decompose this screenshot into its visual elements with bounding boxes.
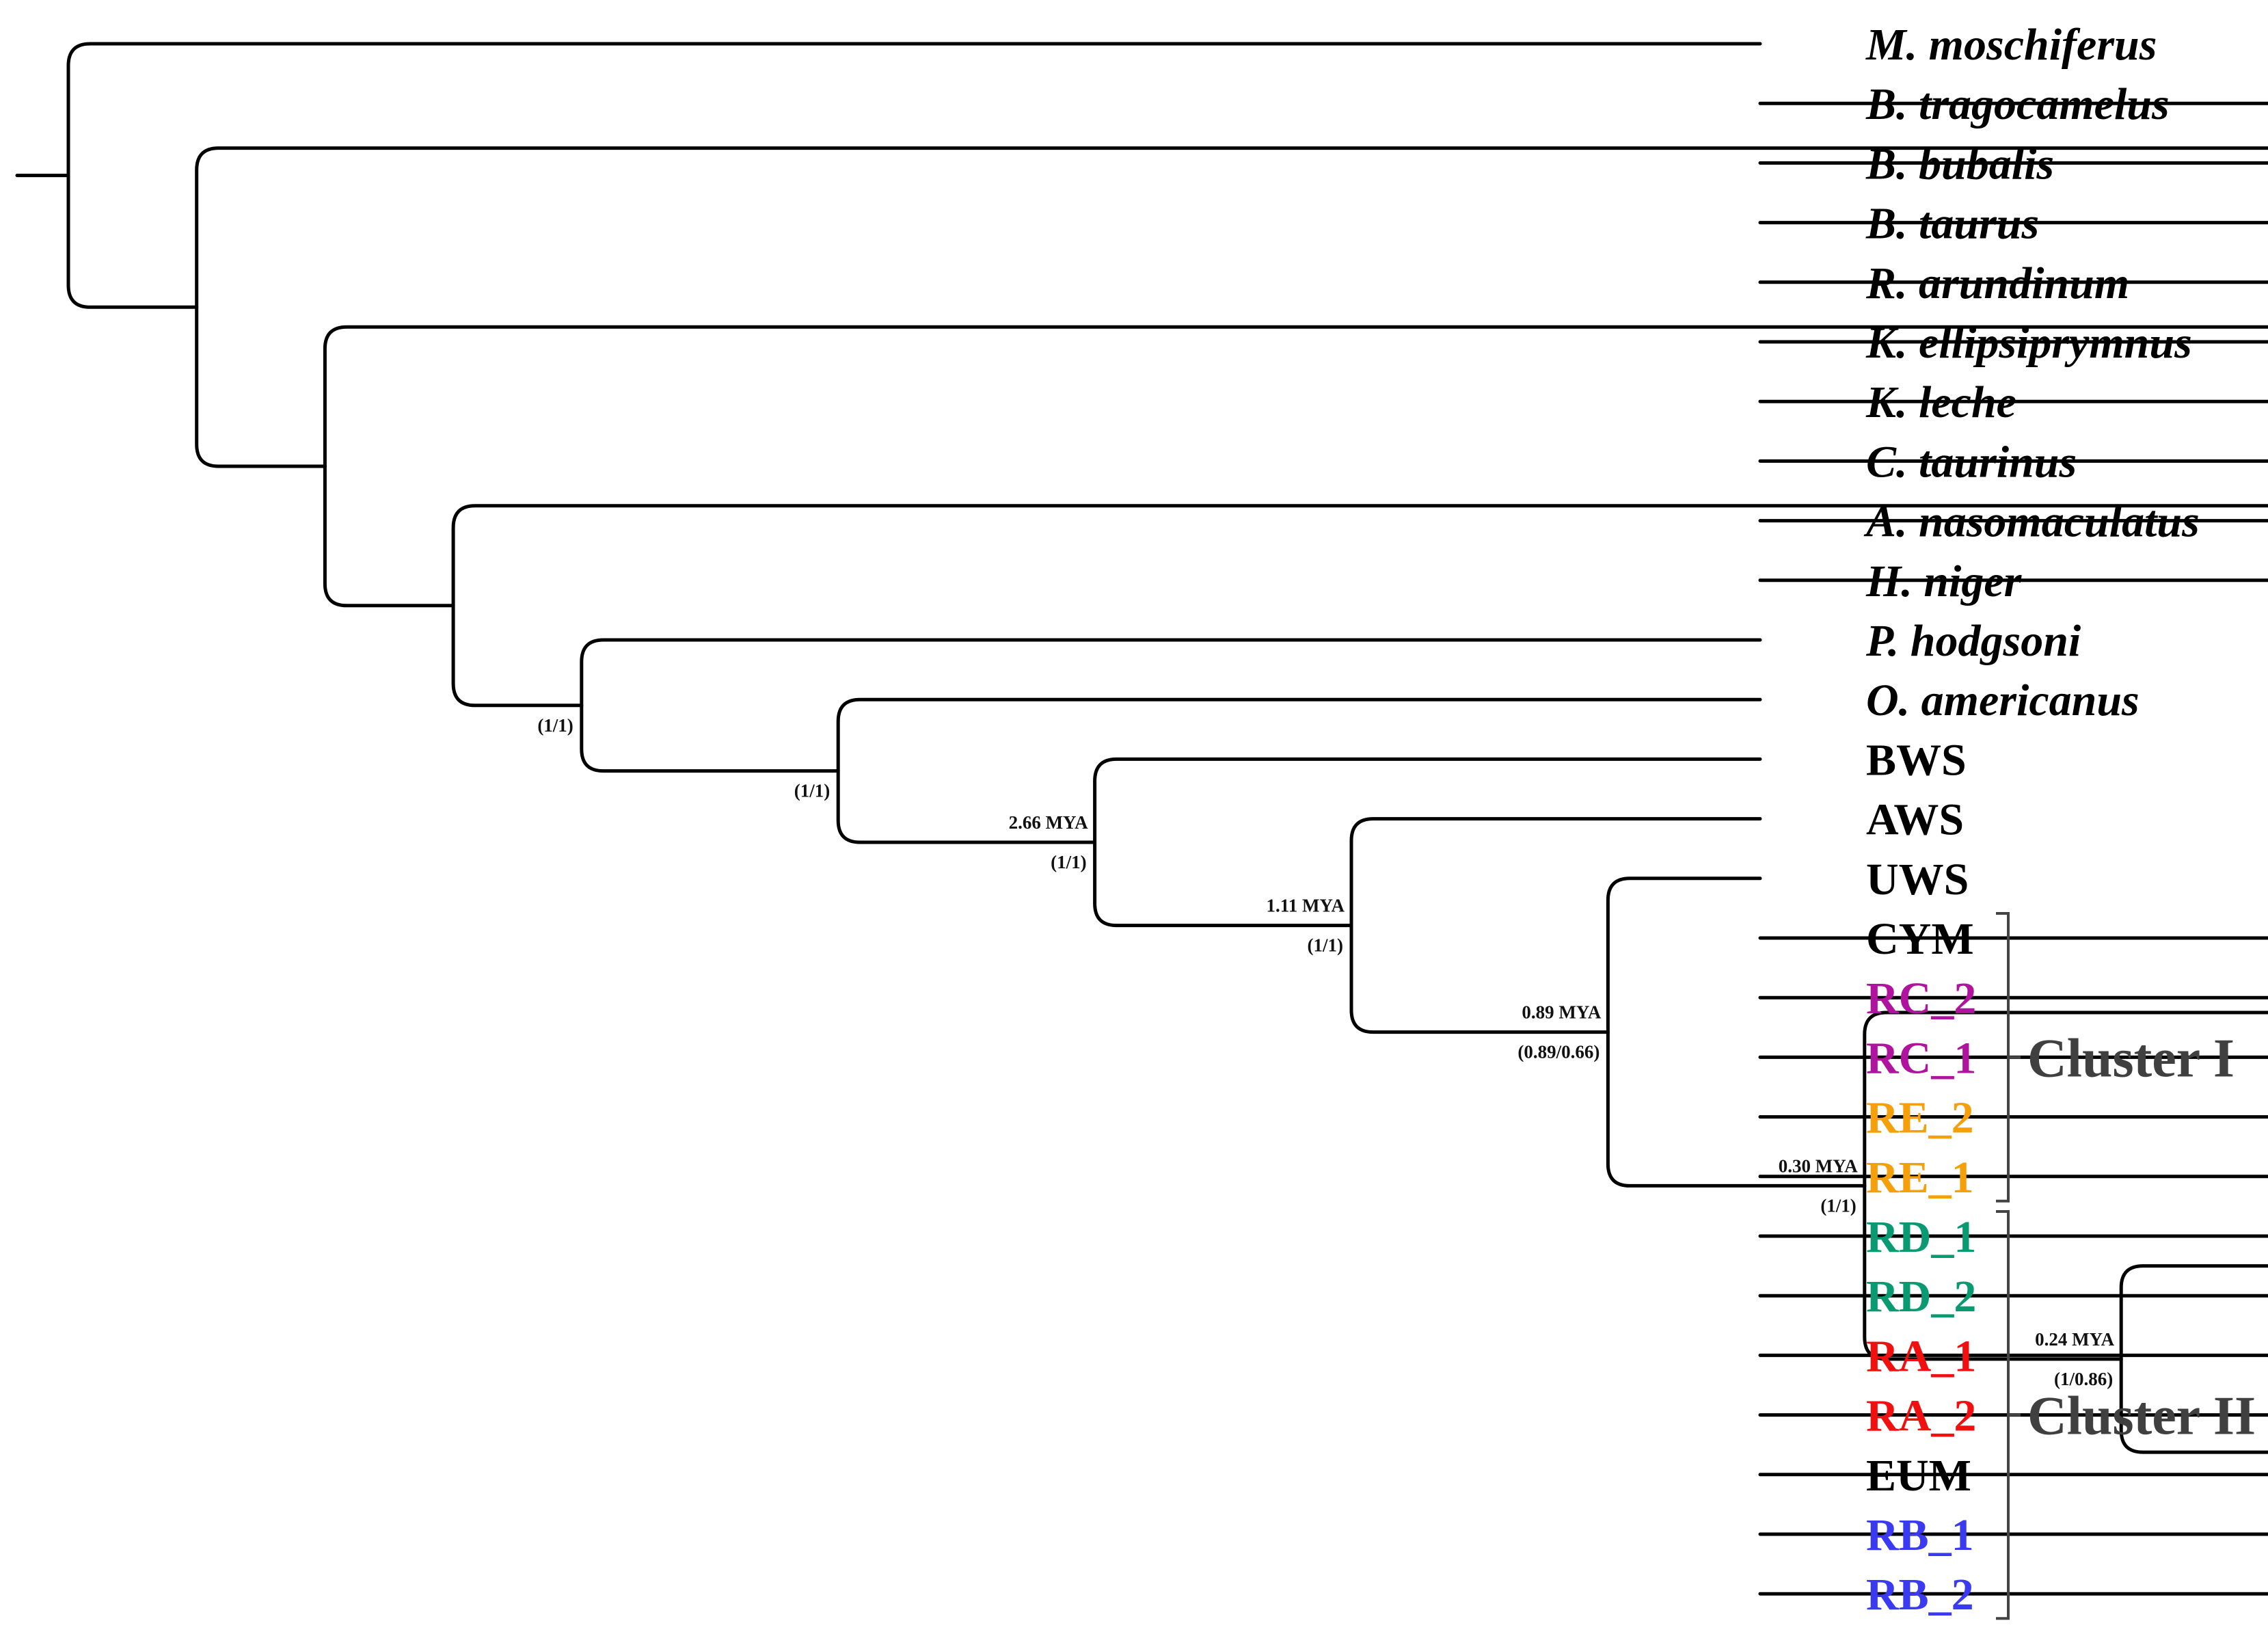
tip-label-re-1: RE_1 — [1866, 1153, 1974, 1203]
node-age-label: 0.89 MYA — [1522, 1002, 1602, 1023]
branch-n-uws-to-uws — [1606, 876, 1762, 1034]
branch-n-rd-to-rd-1 — [1758, 1234, 2268, 1238]
tip-label-m-moschiferus: M. moschiferus — [1865, 20, 2157, 70]
branch-n-clusters-to-n-c1 — [1863, 1010, 2268, 1188]
cluster-label-cluster-ii: Cluster II — [2027, 1387, 2256, 1447]
tip-label-k-ellipsiprymnus: K. ellipsiprymnus — [1865, 318, 2192, 368]
cluster-bracket-cluster-i — [1996, 912, 2021, 1203]
branch-n-alcpan-to-n-pan — [451, 604, 584, 708]
branch-n-bws-to-bws — [1093, 757, 1762, 844]
tip-label-h-niger: H. niger — [1865, 557, 2023, 606]
branch-n-redalc-to-n-red — [323, 325, 2268, 468]
tip-label-re-2: RE_2 — [1866, 1093, 1974, 1143]
tip-label-k-leche: K. leche — [1865, 377, 2016, 427]
branch-n-rd-to-rd-2 — [1758, 1294, 2268, 1298]
tip-label-rd-1: RD_1 — [1866, 1212, 1976, 1262]
tip-label-ra-1: RA_1 — [1866, 1331, 1976, 1381]
tip-label-bws: BWS — [1866, 735, 1967, 785]
tip-label-rb-2: RB_2 — [1866, 1570, 1974, 1620]
tip-label-c-taurinus: C. taurinus — [1866, 437, 2077, 487]
tip-label-p-hodgsoni: P. hodgsoni — [1865, 616, 2081, 666]
tip-label-rb-1: RB_1 — [1866, 1510, 1974, 1560]
tip-label-b-tragocamelus: B. tragocamelus — [1865, 79, 2170, 129]
node-age-label: 0.24 MYA — [2035, 1329, 2115, 1350]
cluster-label-cluster-i: Cluster I — [2027, 1028, 2235, 1088]
node-annotations: (0.92/1)(0.99/1)(1/1)(1/1)(1/0.71)(0.95/… — [537, 715, 2115, 1389]
tip-label-b-bubalis: B. bubalis — [1865, 139, 2054, 189]
branch-n-ovis-to-n-bws — [836, 769, 1097, 844]
tip-label-ra-2: RA_2 — [1866, 1391, 1976, 1441]
tip-label-cym: CYM — [1866, 914, 1974, 964]
tip-label-uws: UWS — [1866, 855, 1969, 905]
branch-root-to-m-moschiferus — [66, 42, 1762, 178]
branch-n-alcpan-to-n-alc — [451, 504, 2268, 608]
branch-n-ovis-to-o-americanus — [836, 697, 1762, 773]
tip-label-b-taurus: B. taurus — [1865, 199, 2039, 249]
cluster-bracket-cluster-ii — [1996, 1210, 2021, 1620]
node-support-label: (0.89/0.66) — [1517, 1042, 1599, 1062]
branch-root-to-n-bovids — [66, 174, 199, 309]
tip-labels: M. moschiferus B. tragocamelus B. bubalis B… — [1863, 20, 2200, 1620]
branch-n-clusters-to-n-c2 — [1863, 1183, 2123, 1361]
tree-branches — [15, 42, 2268, 1596]
branch-n-rb-to-rb-1 — [1758, 1532, 2268, 1536]
node-age-label: 1.11 MYA — [1266, 896, 1345, 916]
tip-label-r-arundinum: R. arundinum — [1865, 258, 2129, 308]
node-support-label: (1/1) — [1308, 935, 1343, 956]
branch-n-bws-to-n-aws — [1093, 840, 1353, 928]
branch-n-pan-to-n-ovis — [580, 704, 840, 773]
branch-n-bovids-to-n-redalc — [195, 305, 327, 468]
tip-label-aws: AWS — [1866, 795, 1964, 845]
node-age-label: 0.30 MYA — [1779, 1155, 1859, 1176]
node-support-label: (1/1) — [1051, 852, 1086, 872]
branch-n-re-to-re-2 — [1758, 1115, 2268, 1119]
tip-label-eum: EUM — [1866, 1451, 1971, 1501]
branch-n-c2-to-n-raeum — [2119, 1357, 2268, 1454]
node-support-label: (1/1) — [794, 781, 830, 801]
node-age-label: 2.66 MYA — [1009, 812, 1089, 833]
branch-n-pan-to-p-hodgsoni — [580, 638, 1762, 708]
branch-n-aws-to-aws — [1349, 817, 1762, 928]
tip-label-rc-1: RC_1 — [1866, 1033, 1976, 1083]
branch-n-redalc-to-n-alcpan — [323, 464, 455, 608]
branch-n-rb-to-rb-2 — [1758, 1592, 2268, 1596]
branch-n-eum-to-eum — [1758, 1473, 2268, 1477]
branch-n-bovids-to-n-bov1 — [195, 146, 2268, 309]
node-support-label: (1/0.86) — [2054, 1369, 2113, 1389]
branch-n-uws-to-n-clusters — [1606, 1030, 1867, 1188]
tip-label-rd-2: RD_2 — [1866, 1272, 1976, 1322]
tip-label-o-americanus: O. americanus — [1866, 675, 2139, 725]
tip-label-rc-2: RC_2 — [1866, 974, 1976, 1023]
branch-n-c2-to-n-rd — [2119, 1264, 2268, 1361]
cluster-brackets: Cluster I Cluster II — [1996, 912, 2256, 1620]
branch-n-aws-to-n-uws — [1349, 924, 1610, 1034]
node-support-label: (1/1) — [537, 715, 573, 736]
tip-label-a-nasomaculatus: A. nasomaculatus — [1863, 497, 2200, 547]
node-support-label: (1/1) — [1820, 1195, 1856, 1216]
branch-n-c1-to-cym — [1758, 936, 2268, 940]
